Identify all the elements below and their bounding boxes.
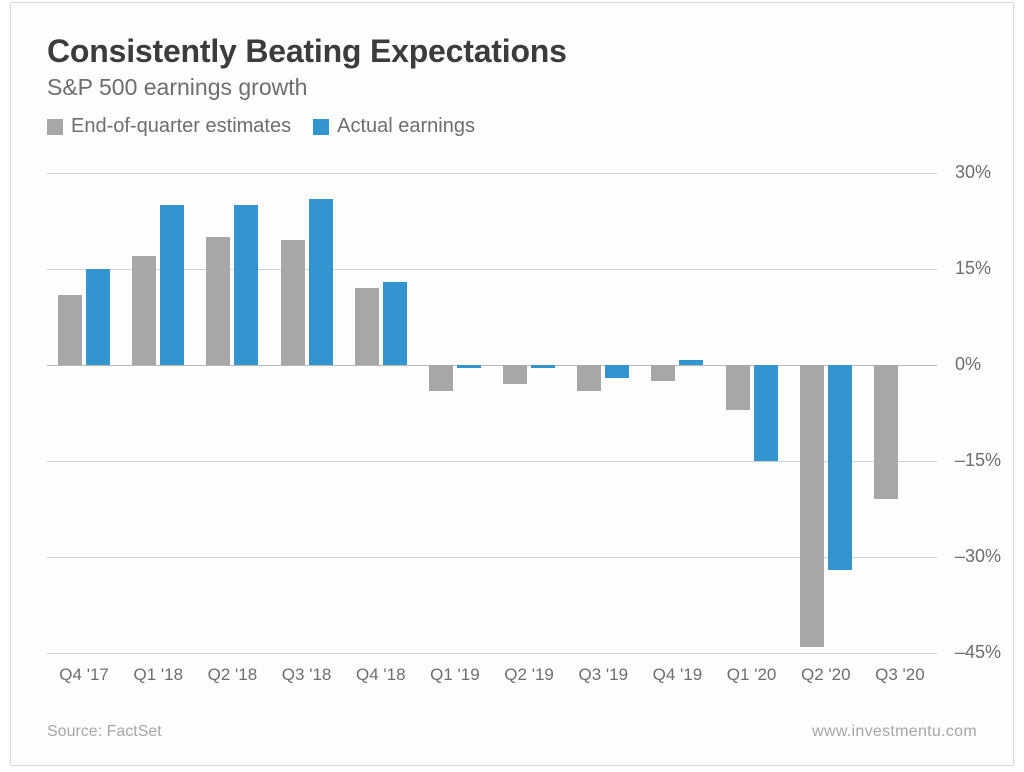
brand-label: www.investmentu.com — [812, 723, 977, 741]
bar-estimates — [800, 365, 824, 647]
chart-subtitle: S&P 500 earnings growth — [47, 74, 567, 101]
legend-swatch-estimates — [47, 119, 63, 135]
bar-estimates — [132, 256, 156, 365]
bar-actual — [457, 365, 481, 368]
y-tick-label: –15% — [955, 450, 1015, 471]
bar-actual — [383, 282, 407, 365]
bar-estimates — [874, 365, 898, 499]
y-tick-label: –45% — [955, 642, 1015, 663]
legend-item-estimates: End-of-quarter estimates — [47, 115, 291, 138]
x-tick-label: Q1 '19 — [430, 665, 480, 685]
bar-actual — [309, 199, 333, 365]
y-tick-label: 15% — [955, 258, 1015, 279]
x-tick-label: Q4 '18 — [356, 665, 406, 685]
x-axis: Q4 '17 Q1 '18 Q2 '18 Q3 '18 Q4 '18 Q1 '19 Q2 '… — [47, 665, 937, 689]
chart-card: Consistently Beating Expectations S&P 50… — [10, 2, 1014, 766]
bar-actual — [605, 365, 629, 378]
title-block: Consistently Beating Expectations S&P 50… — [47, 33, 567, 101]
bar-actual — [234, 205, 258, 365]
source-label: Source: FactSet — [47, 723, 162, 741]
legend: End-of-quarter estimates Actual earnings — [47, 115, 475, 138]
chart-title: Consistently Beating Expectations — [47, 33, 567, 70]
bar-estimates — [651, 365, 675, 381]
legend-swatch-actual — [313, 119, 329, 135]
bar-estimates — [429, 365, 453, 391]
x-tick-label: Q2 '20 — [801, 665, 851, 685]
bar-actual — [531, 365, 555, 368]
bar-estimates — [503, 365, 527, 384]
x-tick-label: Q4 '19 — [653, 665, 703, 685]
bar-estimates — [355, 288, 379, 365]
x-tick-label: Q3 '18 — [282, 665, 332, 685]
bar-actual — [160, 205, 184, 365]
x-tick-label: Q3 '19 — [578, 665, 628, 685]
bar-actual — [754, 365, 778, 461]
x-tick-label: Q1 '18 — [133, 665, 183, 685]
bar-estimates — [281, 240, 305, 365]
x-tick-label: Q2 '19 — [504, 665, 554, 685]
x-tick-label: Q3 '20 — [875, 665, 925, 685]
x-tick-label: Q2 '18 — [208, 665, 258, 685]
bar-estimates — [577, 365, 601, 391]
bar-actual — [679, 360, 703, 365]
bar-estimates — [206, 237, 230, 365]
x-tick-label: Q1 '20 — [727, 665, 777, 685]
y-tick-label: 0% — [955, 354, 1015, 375]
y-tick-label: –30% — [955, 546, 1015, 567]
legend-item-actual: Actual earnings — [313, 115, 475, 138]
plot-bars — [47, 173, 937, 653]
chart-plot-area: 30%15%0%–15%–30%–45% — [47, 173, 937, 653]
legend-label-estimates: End-of-quarter estimates — [71, 115, 291, 138]
bar-estimates — [726, 365, 750, 410]
x-tick-label: Q4 '17 — [59, 665, 109, 685]
y-tick-label: 30% — [955, 162, 1015, 183]
gridline — [47, 653, 937, 654]
legend-label-actual: Actual earnings — [337, 115, 475, 138]
bar-actual — [86, 269, 110, 365]
bar-actual — [828, 365, 852, 570]
bar-estimates — [58, 295, 82, 365]
